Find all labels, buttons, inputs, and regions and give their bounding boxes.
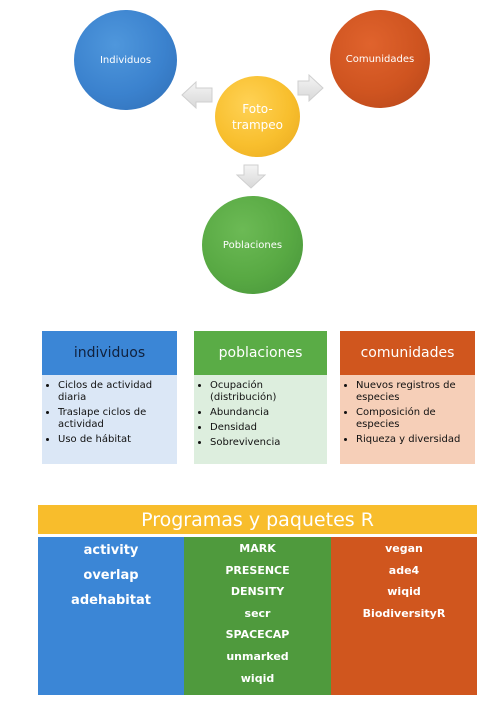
program-item: BiodiversityR xyxy=(362,606,446,620)
list-item: Sobrevivencia xyxy=(210,437,323,449)
list-item: Ciclos de actividad diaria xyxy=(58,380,173,404)
program-item: activity xyxy=(83,543,139,558)
category-body: Ciclos de actividad diaria Traslape cicl… xyxy=(42,375,177,464)
program-item: ade4 xyxy=(388,563,420,577)
list-item: Ocupación (distribución) xyxy=(210,380,323,404)
list-item: Riqueza y diversidad xyxy=(356,434,471,446)
category-poblaciones: poblaciones Ocupación (distribución) Abu… xyxy=(194,331,327,464)
program-item: MARK xyxy=(239,542,276,555)
program-item: wiqid xyxy=(240,671,275,685)
fototrampeo-circle-label: Foto- trampeo xyxy=(231,101,284,132)
list-item: Nuevos registros de especies xyxy=(356,380,471,404)
list-item: Abundancia xyxy=(210,407,323,419)
programs-column-individuos: activity overlap adehabitat xyxy=(38,537,184,695)
poblaciones-circle: Poblaciones xyxy=(202,196,303,294)
comunidades-circle: Comunidades xyxy=(330,10,430,108)
category-body: Ocupación (distribución) Abundancia Dens… xyxy=(194,375,327,464)
comunidades-circle-label: Comunidades xyxy=(345,53,415,65)
category-title: poblaciones xyxy=(194,331,327,375)
program-item: overlap xyxy=(83,568,139,583)
programs-column-poblaciones: MARK PRESENCE DENSITY secr SPACECAP unma… xyxy=(184,537,331,695)
list-item: Uso de hábitat xyxy=(58,434,173,446)
programs-title: Programas y paquetes R xyxy=(38,505,477,534)
fototrampeo-circle: Foto- trampeo xyxy=(215,76,300,157)
category-individuos: individuos Ciclos de actividad diaria Tr… xyxy=(42,331,177,464)
program-item: wiqid xyxy=(387,585,421,599)
programs-column-comunidades: vegan ade4 wiqid BiodiversityR xyxy=(331,537,477,695)
program-item: PRESENCE xyxy=(225,563,290,577)
program-item: DENSITY xyxy=(230,585,285,599)
individuos-circle-label: Individuos xyxy=(99,54,152,66)
program-item: vegan xyxy=(385,542,423,555)
list-item: Densidad xyxy=(210,422,323,434)
individuos-circle: Individuos xyxy=(74,10,177,110)
category-title: comunidades xyxy=(340,331,475,375)
arrow-to-comunidades xyxy=(297,73,324,103)
poblaciones-circle-label: Poblaciones xyxy=(222,239,283,251)
list-item: Traslape ciclos de actividad xyxy=(58,407,173,431)
arrow-to-individuos xyxy=(181,80,213,110)
category-comunidades: comunidades Nuevos registros de especies… xyxy=(340,331,475,464)
category-title: individuos xyxy=(42,331,177,375)
arrow-to-poblaciones xyxy=(235,164,267,189)
list-item: Composición de especies xyxy=(356,407,471,431)
program-item: unmarked xyxy=(226,649,289,663)
category-body: Nuevos registros de especies Composición… xyxy=(340,375,475,464)
cycle-arrows xyxy=(181,73,324,189)
program-item: secr xyxy=(244,606,271,620)
program-item: adehabitat xyxy=(71,593,151,608)
program-item: SPACECAP xyxy=(225,628,290,642)
